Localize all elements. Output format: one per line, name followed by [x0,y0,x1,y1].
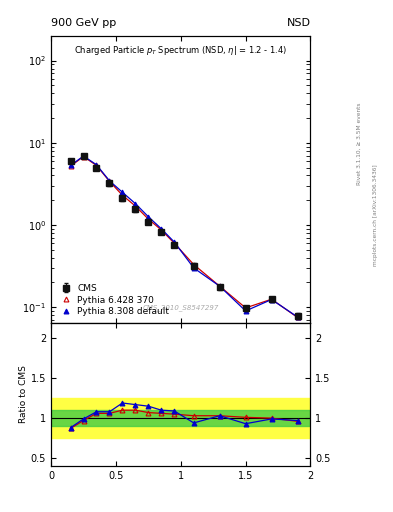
Pythia 8.308 default [133,201,138,207]
Pythia 8.308 default [120,189,125,196]
Pythia 6.428 370 [146,216,151,222]
Text: Rivet 3.1.10, ≥ 3.5M events: Rivet 3.1.10, ≥ 3.5M events [357,102,362,185]
Pythia 6.428 370 [94,162,99,168]
Pythia 8.308 default [269,296,274,303]
Pythia 8.308 default [243,308,248,314]
Pythia 6.428 370 [269,296,274,302]
Pythia 8.308 default [81,153,86,159]
Pythia 8.308 default [217,283,222,289]
Y-axis label: Ratio to CMS: Ratio to CMS [19,365,28,423]
Pythia 8.308 default [68,162,73,168]
Text: CMS_2010_S8547297: CMS_2010_S8547297 [143,304,219,311]
Pythia 6.428 370 [172,240,177,246]
Line: Pythia 6.428 370: Pythia 6.428 370 [68,154,300,320]
Pythia 8.308 default [172,239,177,245]
Pythia 6.428 370 [159,227,164,233]
Pythia 6.428 370 [120,192,125,198]
Text: 900 GeV pp: 900 GeV pp [51,18,116,28]
Pythia 6.428 370 [217,283,222,289]
Pythia 8.308 default [295,314,300,320]
Pythia 6.428 370 [243,305,248,311]
Pythia 6.428 370 [81,154,86,160]
Pythia 8.308 default [107,178,112,184]
Line: Pythia 8.308 default: Pythia 8.308 default [68,154,300,319]
Pythia 8.308 default [94,162,99,168]
Text: Charged Particle $p_T$ Spectrum (NSD, $\eta$| = 1.2 - 1.4): Charged Particle $p_T$ Spectrum (NSD, $\… [74,45,287,57]
Text: NSD: NSD [286,18,310,28]
Pythia 6.428 370 [295,314,300,321]
Bar [51,398,310,438]
Pythia 6.428 370 [107,178,112,184]
Bar [51,410,310,426]
Pythia 8.308 default [146,214,151,220]
Pythia 8.308 default [191,265,196,271]
Pythia 6.428 370 [191,262,196,268]
Pythia 6.428 370 [68,163,73,169]
Text: mcplots.cern.ch [arXiv:1306.3436]: mcplots.cern.ch [arXiv:1306.3436] [373,164,378,266]
Pythia 8.308 default [159,226,164,232]
Legend: CMS, Pythia 6.428 370, Pythia 8.308 default: CMS, Pythia 6.428 370, Pythia 8.308 defa… [55,282,171,318]
Pythia 6.428 370 [133,203,138,209]
